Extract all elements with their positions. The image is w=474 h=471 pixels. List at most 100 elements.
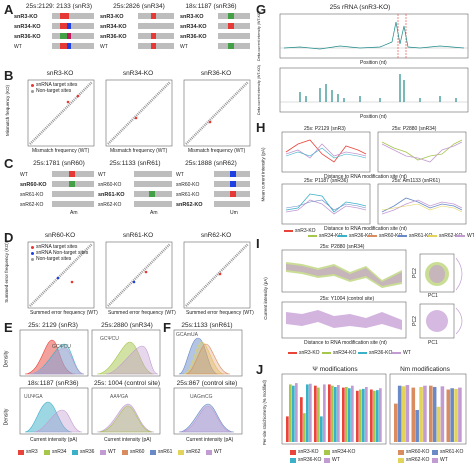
panel-e-title: 25s: 2129 (snR3): [28, 322, 78, 329]
legend-snr36: snR36: [72, 449, 94, 455]
panel-d-ylabel: Summed error frequency (KO): [3, 242, 9, 303]
density-plot-e4: [91, 387, 161, 435]
line-chart-h2: [377, 131, 467, 173]
legend-snrna-non-target: snRNA Non-target sites: [31, 250, 88, 256]
alignment-row: [52, 43, 94, 49]
panel-e-ylabel: Density: [3, 350, 10, 368]
bar: [286, 416, 289, 442]
panel-b-title: snR34-KO: [122, 70, 154, 77]
alignment-row: [138, 13, 174, 19]
bar-chart-j-nm: [389, 373, 467, 445]
density-plot-f2: [173, 387, 243, 435]
density-plot-f1: [173, 329, 243, 377]
panel-c-row-label: WT: [98, 172, 106, 178]
legend-snr34-ko: snR34-KO: [322, 350, 356, 356]
panel-j-title: Nm modifications: [400, 366, 450, 373]
panel-i-title: 25s: P2880 (snR34): [320, 244, 365, 250]
panel-b-xlabel: Mismatch frequency (WT): [32, 148, 90, 154]
line-chart-h3: [281, 183, 371, 225]
bar: [401, 386, 406, 442]
panel-c-title: 25s:1781 (snR60): [33, 160, 85, 167]
scatter-plot-d1: [27, 241, 95, 309]
panel-a-title-1: 25s:2129: 2133 (snR3): [25, 3, 93, 10]
bar: [334, 386, 337, 442]
legend-snr60-ko: snR60-KO: [368, 233, 402, 239]
bar: [394, 403, 398, 442]
alignment-row: [52, 13, 94, 19]
panel-a-row-label: snR34-KO: [100, 24, 127, 30]
bar: [337, 385, 340, 442]
legend-target-sites: snRNA target sites: [31, 244, 77, 250]
panel-d-xlabel: Summed error frequency (WT): [186, 310, 254, 316]
panel-g-ylabel: Delta current intensity (WT-KO): [256, 65, 261, 115]
legend-wt: WT: [432, 457, 448, 463]
bar: [436, 406, 441, 442]
panel-a-row-label: WT: [14, 44, 22, 50]
panel-letter-i: I: [256, 236, 260, 251]
panel-c-row-label: snR60-KO: [20, 182, 47, 188]
panel-g-ylabel: Delta current intensity (WT-KO): [256, 11, 261, 61]
panel-d-xlabel: Summed error frequency (WT): [30, 310, 98, 316]
panel-h-ylabel: Mean current intensity (pA): [260, 147, 266, 202]
panel-i-pc-label: PC2: [411, 316, 418, 326]
bar: [446, 389, 451, 442]
panel-c-row-label: snR60-KO: [176, 182, 200, 188]
panel-a-title-3: 18s:1187 (snR36): [185, 3, 237, 10]
legend-non-target-sites: Non-target sites: [31, 88, 71, 94]
legend-non-target-sites: Non-target sites: [31, 256, 71, 262]
panel-c-row-label: snR62-KO: [98, 202, 122, 208]
panel-c-base-label: Am: [150, 210, 158, 216]
panel-j-ylabel: Per-site stoichiometry (% modified): [261, 380, 267, 445]
legend-snr3-ko: snR3-KO: [284, 228, 316, 234]
panel-c-row-label: WT: [176, 172, 184, 178]
panel-e-ylabel: Density: [3, 408, 10, 426]
panel-letter-j: J: [256, 362, 264, 377]
bar: [289, 384, 292, 442]
panel-f-motif: GCAmUA: [176, 332, 198, 338]
panel-a-row-label: snR34-KO: [180, 24, 207, 30]
panel-a-row-label: snR34-KO: [14, 24, 41, 30]
panel-c-base-label: Um: [230, 210, 238, 216]
panel-a-row-label: snR3-KO: [100, 14, 124, 20]
alignment-row: [214, 191, 250, 197]
legend-snr61: snR61: [150, 449, 172, 455]
alignment-row: [134, 181, 172, 187]
panel-letter-c: C: [4, 156, 14, 171]
bar: [432, 386, 437, 442]
bar: [320, 416, 323, 442]
panel-g-title: 25s rRNA (snR3-KO): [329, 4, 391, 11]
bar: [295, 383, 298, 442]
scatter-plot-b1: [27, 79, 95, 147]
panel-e-title: 18s:1187 (snR36): [27, 380, 79, 387]
bar: [309, 383, 312, 442]
panel-f-motif: UAGmCG: [190, 394, 213, 400]
panel-a-row-label: snR36-KO: [100, 34, 127, 40]
panel-i-pc-label: PC1: [428, 340, 438, 346]
panel-c-row-label: WT: [20, 172, 28, 178]
panel-h-xlabel: Distance to RNA modification site (nt): [324, 174, 407, 180]
panel-letter-h: H: [256, 120, 266, 135]
panel-e-xlabel: Current intensity (pA): [104, 437, 152, 443]
bar: [415, 410, 419, 442]
panel-e-title: 25s: 1004 (control site): [93, 380, 161, 387]
panel-a-row-label: WT: [180, 44, 188, 50]
bar: [419, 386, 423, 442]
panel-d-title: snR62-KO: [200, 232, 232, 239]
pca-plot-2: [419, 303, 463, 339]
alignment-row: [52, 171, 94, 177]
alignment-row: [52, 33, 94, 39]
alignment-row: [214, 171, 250, 177]
alignment-row: [218, 23, 250, 29]
alignment-row: [52, 191, 94, 197]
legend-wt: WT: [100, 449, 116, 455]
panel-c-row-label: snR62-KO: [176, 202, 203, 208]
bar: [411, 387, 416, 442]
panel-d-xlabel: Summed error frequency (WT): [108, 310, 176, 316]
bar: [397, 385, 402, 442]
legend-snr60-ko: snR60-KO: [398, 449, 429, 455]
panel-letter-e: E: [4, 320, 13, 335]
panel-i-title: 25s: Y1004 (control site): [320, 296, 375, 302]
bar: [300, 397, 303, 442]
panel-c-row-label: snR62-KO: [20, 202, 44, 208]
bar: [359, 389, 362, 442]
